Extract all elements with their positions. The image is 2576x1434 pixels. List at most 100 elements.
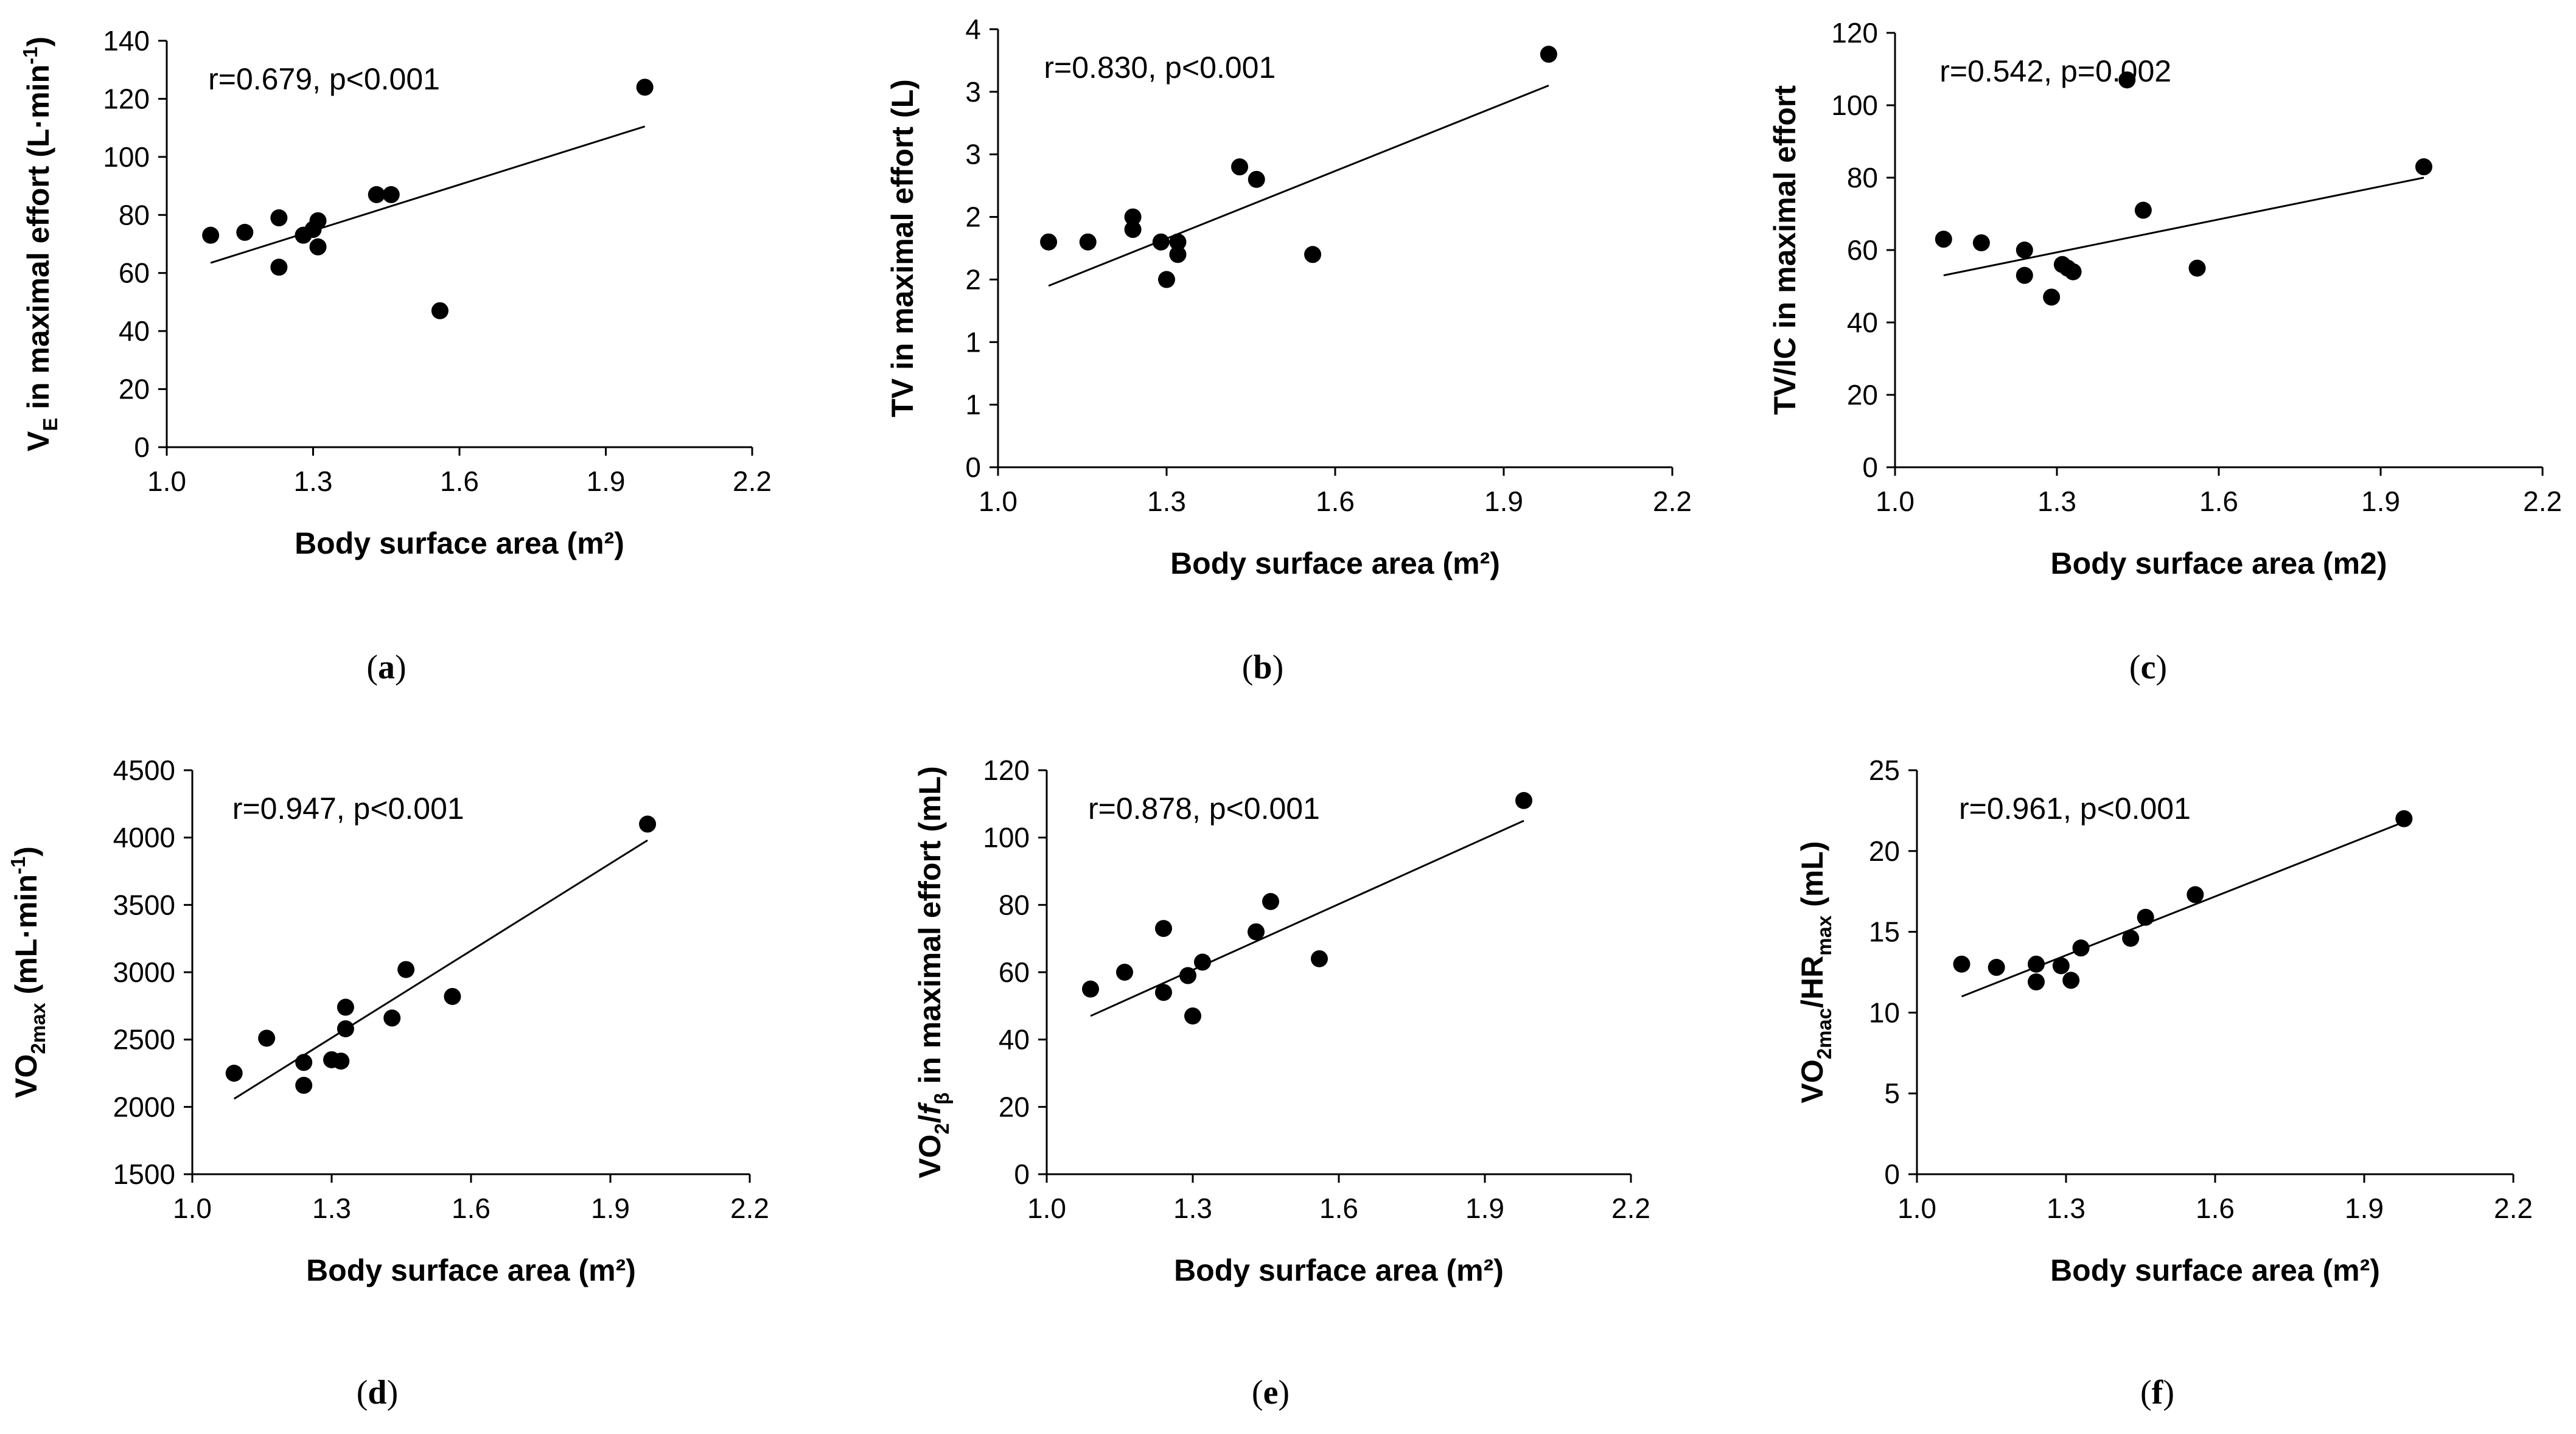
y-axis-label: VO2max (mL·min-1) — [7, 846, 49, 1098]
x-axis-label: Body surface area (m²) — [1170, 546, 1500, 580]
y-tick-label: 120 — [1831, 17, 1878, 49]
panel-f: 1.0 1.3 1.6 1.9 2.2 0 5 10 15 20 25 r=0.961, p<0.00… — [1795, 754, 2533, 1411]
data-point — [1155, 984, 1172, 1001]
data-point — [295, 1076, 313, 1094]
correlation-annotation: r=0.830, p<0.001 — [1044, 50, 1276, 85]
correlation-annotation: r=0.961, p<0.001 — [1959, 792, 2191, 826]
panel-caption: (a) — [366, 649, 406, 686]
panel-b: 1.0 1.3 1.6 1.9 2.2 0 1 1 2 2 3 3 4 r=0.830, p<0.001 B… — [885, 13, 1692, 686]
x-tick-label: 1.0 — [173, 1192, 212, 1224]
x-tick-label: 1.9 — [587, 465, 626, 497]
data-point — [1158, 271, 1175, 288]
x-tick-label: 2.2 — [733, 465, 772, 497]
y-tick-label: 3000 — [113, 956, 175, 988]
y-tick-label: 1 — [965, 326, 981, 358]
data-point — [2043, 288, 2061, 306]
x-tick-label: 1.3 — [1147, 486, 1186, 517]
data-point — [2052, 957, 2070, 975]
data-point — [1155, 920, 1172, 938]
y-tick-label: 120 — [983, 754, 1030, 786]
data-point — [1231, 158, 1249, 176]
x-tick-label: 1.6 — [2199, 486, 2238, 517]
y-axis-label: VO2mac/HRmax (mL) — [1795, 841, 1835, 1103]
y-axis-label: TV in maximal effort (L) — [885, 79, 920, 417]
x-tick-label: 2.2 — [730, 1192, 769, 1224]
data-point — [636, 78, 654, 96]
y-tick-label: 3 — [965, 139, 981, 170]
trendline — [210, 125, 646, 264]
data-point — [1124, 208, 1142, 226]
panel-caption: (e) — [1252, 1374, 1290, 1411]
y-tick-label: 0 — [1862, 451, 1878, 483]
y-axis-label: VO2/fβ in maximal effort (mL) — [913, 766, 953, 1178]
x-tick-label: 1.9 — [591, 1192, 630, 1224]
x-axis-label: Body surface area (m2) — [2050, 546, 2387, 580]
data-point — [337, 1020, 354, 1037]
data-point — [2064, 263, 2082, 280]
data-point — [383, 1009, 401, 1027]
trendline — [1961, 821, 2404, 998]
data-point — [1169, 246, 1187, 263]
x-tick-label: 1.0 — [1897, 1192, 1936, 1224]
data-point — [1248, 170, 1265, 188]
data-point — [2415, 158, 2432, 176]
x-tick-label: 2.2 — [2523, 486, 2562, 517]
data-point — [1304, 246, 1322, 263]
x-tick-label: 1.6 — [1319, 1192, 1358, 1224]
x-tick-label: 1.3 — [294, 465, 333, 497]
x-tick-label: 1.0 — [1027, 1192, 1066, 1224]
data-point — [2134, 201, 2152, 219]
y-tick-label: 25 — [1869, 754, 1900, 786]
y-tick-label: 0 — [1014, 1158, 1030, 1190]
data-point — [397, 961, 415, 978]
data-point — [1935, 231, 1952, 248]
data-point — [309, 212, 327, 229]
x-tick-label: 1.9 — [2345, 1192, 2384, 1224]
data-point — [1079, 233, 1097, 251]
data-point — [2395, 810, 2413, 827]
x-tick-label: 1.0 — [979, 486, 1017, 517]
data-point — [1082, 980, 1099, 998]
trendline — [1048, 85, 1549, 287]
y-tick-label: 0 — [1884, 1158, 1900, 1190]
y-tick-label: 2 — [965, 201, 981, 233]
x-tick-label: 1.3 — [312, 1192, 351, 1224]
data-point — [1515, 792, 1532, 809]
y-tick-label: 40 — [119, 315, 150, 347]
data-point — [1953, 955, 1970, 973]
x-tick-label: 2.2 — [1653, 486, 1692, 517]
x-axis-label: Body surface area (m²) — [2050, 1253, 2380, 1287]
y-tick-label: 120 — [103, 83, 150, 114]
data-point — [368, 186, 385, 203]
y-tick-label: 5 — [1884, 1077, 1900, 1109]
data-point — [1262, 893, 1279, 910]
y-tick-label: 140 — [103, 25, 150, 57]
data-point — [2122, 930, 2140, 947]
data-point — [2118, 71, 2136, 89]
y-tick-label: 0 — [134, 431, 150, 463]
data-point — [1169, 233, 1187, 251]
x-tick-label: 2.2 — [1611, 1192, 1650, 1224]
data-point — [1972, 234, 1990, 252]
correlation-annotation: r=0.679, p<0.001 — [208, 62, 440, 96]
x-axis-label: Body surface area (m²) — [1174, 1253, 1504, 1287]
y-tick-label: 20 — [1869, 835, 1900, 867]
y-tick-label: 2 — [965, 263, 981, 295]
x-tick-label: 1.3 — [2047, 1192, 2086, 1224]
data-point — [1040, 233, 1058, 251]
panel-e: 1.0 1.3 1.6 1.9 2.2 0 20 40 60 80 100 120 r=0.878, p… — [913, 754, 1650, 1411]
data-point — [295, 1054, 313, 1071]
y-tick-label: 80 — [1847, 162, 1878, 193]
data-point — [431, 302, 449, 319]
panel-caption: (c) — [2129, 649, 2167, 686]
data-point — [1184, 1007, 1201, 1025]
x-tick-label: 1.0 — [147, 465, 186, 497]
y-tick-label: 4 — [965, 13, 981, 45]
y-tick-label: 15 — [1869, 916, 1900, 948]
y-tick-label: 100 — [983, 822, 1030, 854]
data-point — [1179, 967, 1196, 984]
data-point — [1116, 964, 1133, 981]
y-tick-label: 2000 — [113, 1091, 175, 1122]
y-tick-label: 10 — [1869, 997, 1900, 1028]
data-point — [236, 223, 254, 241]
